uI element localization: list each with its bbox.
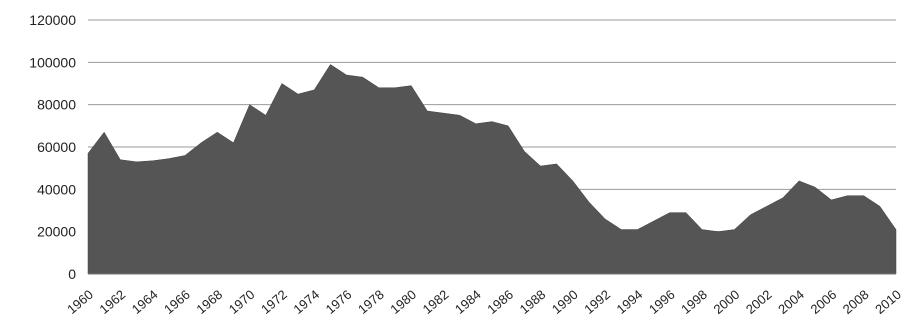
x-tick-label: 1970 <box>226 287 258 317</box>
x-tick-label: 1964 <box>129 287 161 317</box>
x-tick-label: 1996 <box>646 287 678 317</box>
x-tick-label: 1972 <box>258 287 290 317</box>
x-tick-label: 2010 <box>872 287 904 317</box>
x-tick-label: 1992 <box>581 287 613 317</box>
x-tick-label: 1974 <box>290 287 322 317</box>
x-tick-label: 2006 <box>807 287 839 317</box>
x-tick-label: 1998 <box>678 287 710 317</box>
x-tick-label: 1980 <box>387 287 419 317</box>
x-tick-label: 1990 <box>549 287 581 317</box>
x-tick-label: 1994 <box>614 287 646 317</box>
x-tick-label: 1978 <box>355 287 387 317</box>
y-axis-ticks: 0 20000 40000 60000 80000 100000 120000 <box>29 12 76 282</box>
y-tick-label: 120000 <box>29 12 76 28</box>
x-tick-label: 1960 <box>64 287 96 317</box>
x-tick-label: 2000 <box>711 287 743 317</box>
x-tick-label: 1966 <box>161 287 193 317</box>
x-tick-label: 1976 <box>323 287 355 317</box>
area-series <box>87 64 897 275</box>
y-tick-label: 60000 <box>37 139 76 155</box>
x-tick-label: 1984 <box>452 287 484 317</box>
y-tick-label: 0 <box>68 266 76 282</box>
x-tick-label: 1962 <box>96 287 128 317</box>
x-tick-label: 1986 <box>484 287 516 317</box>
x-tick-label: 1968 <box>193 287 225 317</box>
x-tick-label: 1982 <box>420 287 452 317</box>
x-axis-ticks: 1960 1962 1964 1966 1968 1970 1972 1974 1976 1978… <box>64 287 904 317</box>
x-tick-label: 2008 <box>840 287 872 317</box>
y-tick-label: 20000 <box>37 224 76 240</box>
y-tick-label: 40000 <box>37 181 76 197</box>
data-area <box>87 64 897 275</box>
x-tick-label: 2004 <box>775 287 807 317</box>
y-tick-label: 80000 <box>37 97 76 113</box>
x-tick-label: 2002 <box>743 287 775 317</box>
y-tick-label: 100000 <box>29 54 76 70</box>
x-tick-label: 1988 <box>517 287 549 317</box>
